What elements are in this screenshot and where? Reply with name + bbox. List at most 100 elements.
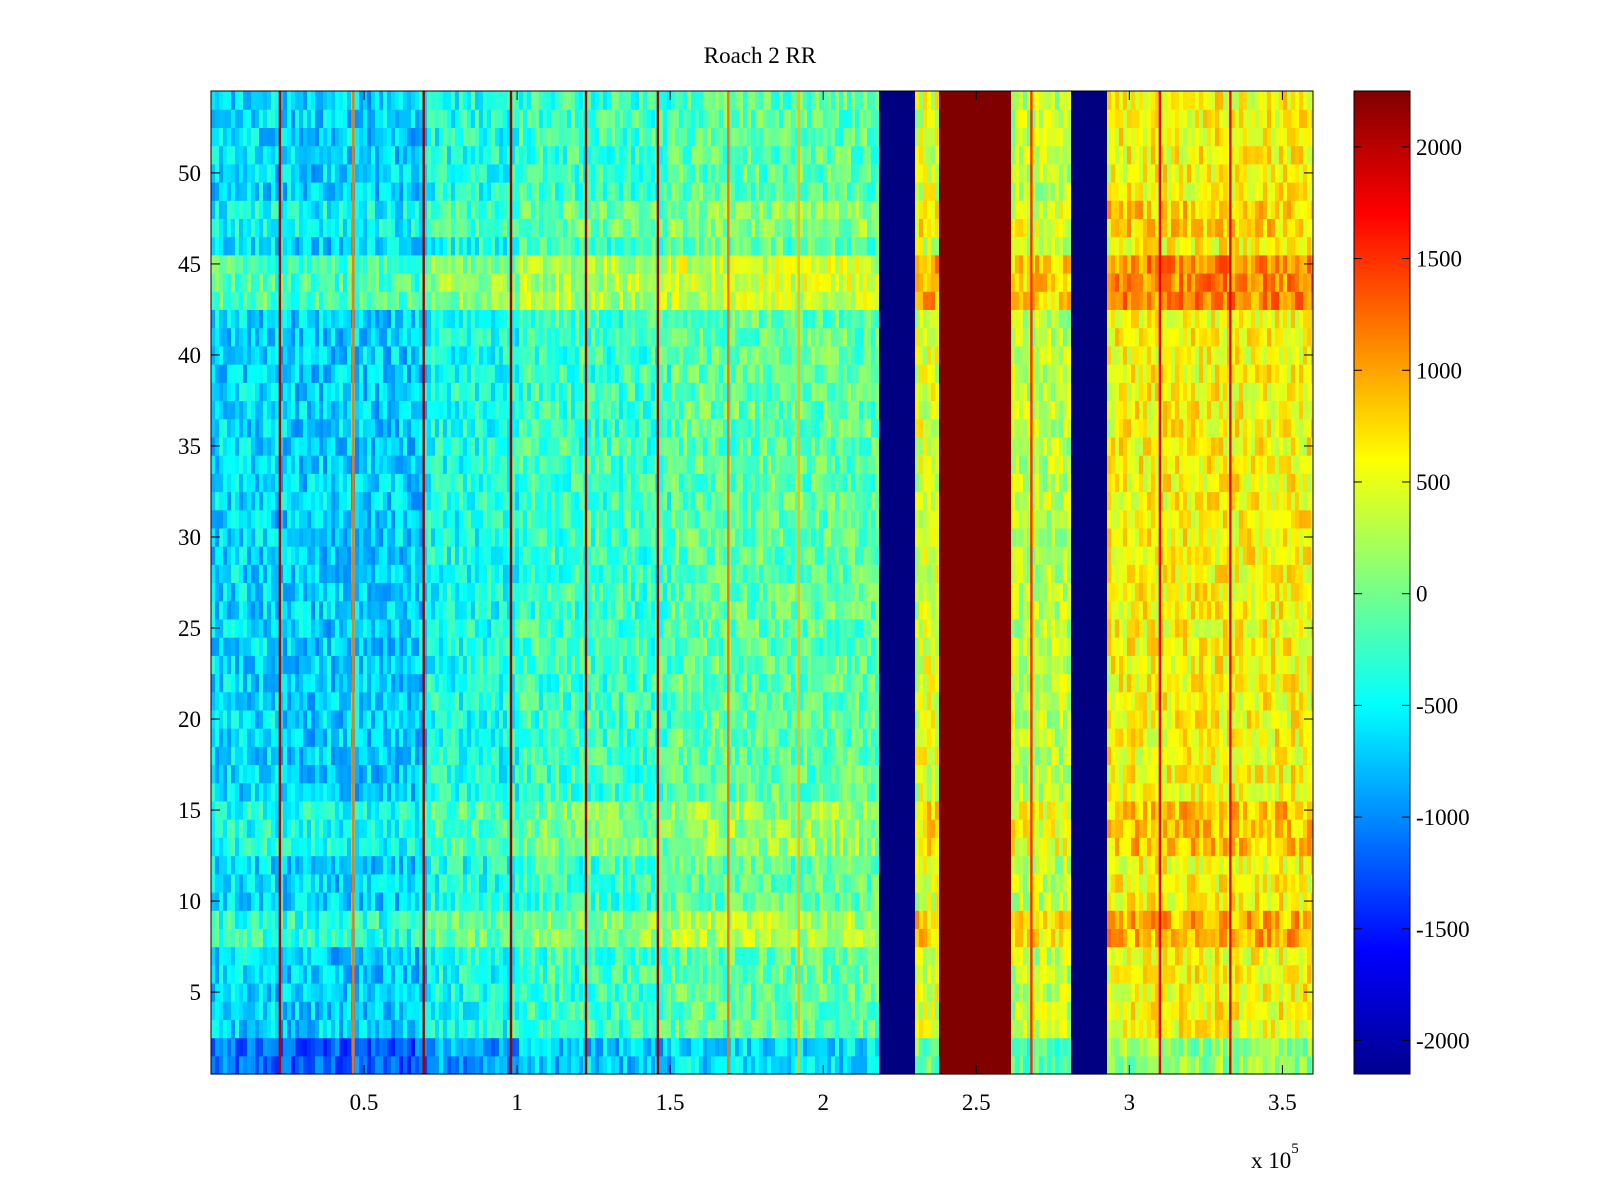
heatmap-cell [1231, 873, 1235, 893]
heatmap-cell [915, 1019, 919, 1039]
heatmap-cell [1043, 782, 1047, 802]
heatmap-cell [427, 1037, 431, 1057]
heatmap-cell [671, 764, 675, 784]
heatmap-cell [807, 746, 811, 766]
heatmap-cell [263, 1019, 267, 1039]
heatmap-cell [855, 983, 859, 1002]
heatmap-cell [575, 983, 579, 1002]
heatmap-cell [783, 782, 787, 802]
heatmap-cell [383, 764, 387, 784]
heatmap-cell [919, 1001, 923, 1020]
heatmap-cell [783, 983, 787, 1002]
heatmap-cell [1103, 892, 1107, 911]
heatmap-cell [927, 1055, 931, 1075]
heatmap-cell [903, 1037, 907, 1057]
heatmap-cell [819, 800, 823, 820]
heatmap-cell [1091, 1001, 1095, 1020]
heatmap-cell [431, 837, 435, 857]
heatmap-cell [435, 1037, 439, 1057]
heatmap-cell [363, 910, 367, 929]
heatmap-cell [1163, 764, 1167, 784]
heatmap-cell [943, 946, 947, 966]
heatmap-cell [1215, 1037, 1219, 1057]
heatmap-cell [359, 946, 363, 966]
heatmap-cell [1071, 1037, 1075, 1057]
heatmap-cell [467, 964, 471, 984]
heatmap-cell [1091, 764, 1095, 784]
heatmap-cell [663, 746, 667, 766]
heatmap-cell [587, 819, 591, 838]
heatmap-cell [395, 946, 399, 966]
heatmap-cell [519, 800, 523, 820]
heatmap-cell [1175, 1037, 1179, 1057]
heatmap-cell [683, 1037, 687, 1057]
heatmap-cell [707, 928, 711, 948]
heatmap-cell [1291, 873, 1295, 893]
heatmap-cell [227, 946, 231, 966]
heatmap-cell [955, 1001, 959, 1020]
heatmap-cell [575, 800, 579, 820]
heatmap-cell [631, 964, 635, 984]
heatmap-cell [323, 855, 327, 875]
heatmap-cell [487, 928, 491, 948]
heatmap-cell [307, 946, 311, 966]
heatmap-cell [1087, 782, 1091, 802]
heatmap-cell [1267, 928, 1271, 948]
heatmap-cell [891, 964, 895, 984]
heatmap-cell [411, 964, 415, 984]
heatmap-cell [919, 1019, 923, 1039]
heatmap-cell [899, 1055, 903, 1075]
heatmap-cell [1003, 746, 1007, 766]
heatmap-cell [755, 1055, 759, 1075]
heatmap-cell [463, 782, 467, 802]
heatmap-cell [1219, 764, 1223, 784]
heatmap-cell [451, 983, 455, 1002]
heatmap-cell [1187, 983, 1191, 1002]
heatmap-cell [495, 837, 499, 857]
heatmap-cell [1175, 1055, 1179, 1075]
heatmap-cell [1067, 764, 1071, 784]
heatmap-cell [639, 1001, 643, 1020]
heatmap-cell [367, 928, 371, 948]
heatmap-cell [451, 819, 455, 838]
heatmap-cell [1179, 800, 1183, 820]
heatmap-cell [711, 928, 715, 948]
heatmap-cell [311, 910, 315, 929]
heatmap-cell [431, 764, 435, 784]
heatmap-cell [339, 1001, 343, 1020]
heatmap-cell [479, 983, 483, 1002]
heatmap-cell [1251, 800, 1255, 820]
heatmap-cell [479, 910, 483, 929]
heatmap-cell [1175, 855, 1179, 875]
heatmap-cell [491, 964, 495, 984]
heatmap-cell [1267, 964, 1271, 984]
heatmap-cell [571, 764, 575, 784]
heatmap-cell [247, 928, 251, 948]
heatmap-cell [235, 800, 239, 820]
heatmap-cell [359, 983, 363, 1002]
heatmap-cell [595, 764, 599, 784]
heatmap-cell [343, 819, 347, 838]
heatmap-cell [1007, 964, 1011, 984]
heatmap-cell [627, 1001, 631, 1020]
heatmap-cell [699, 928, 703, 948]
heatmap-cell [947, 819, 951, 838]
heatmap-cell [1043, 746, 1047, 766]
heatmap-cell [1023, 746, 1027, 766]
heatmap-cell [215, 1019, 219, 1039]
heatmap-cell [1287, 1019, 1291, 1039]
heatmap-cell [431, 983, 435, 1002]
heatmap-cell [767, 1037, 771, 1057]
heatmap-cell [823, 1055, 827, 1075]
heatmap-cell [763, 1001, 767, 1020]
heatmap-cell [495, 800, 499, 820]
heatmap-cell [271, 946, 275, 966]
heatmap-cell [1287, 946, 1291, 966]
heatmap-cell [991, 837, 995, 857]
heatmap-cell [1099, 910, 1103, 929]
heatmap-cell [1115, 855, 1119, 875]
heatmap-cell [963, 1037, 967, 1057]
heatmap-cell [1167, 819, 1171, 838]
heatmap-cell [807, 837, 811, 857]
heatmap-cell [363, 1019, 367, 1039]
